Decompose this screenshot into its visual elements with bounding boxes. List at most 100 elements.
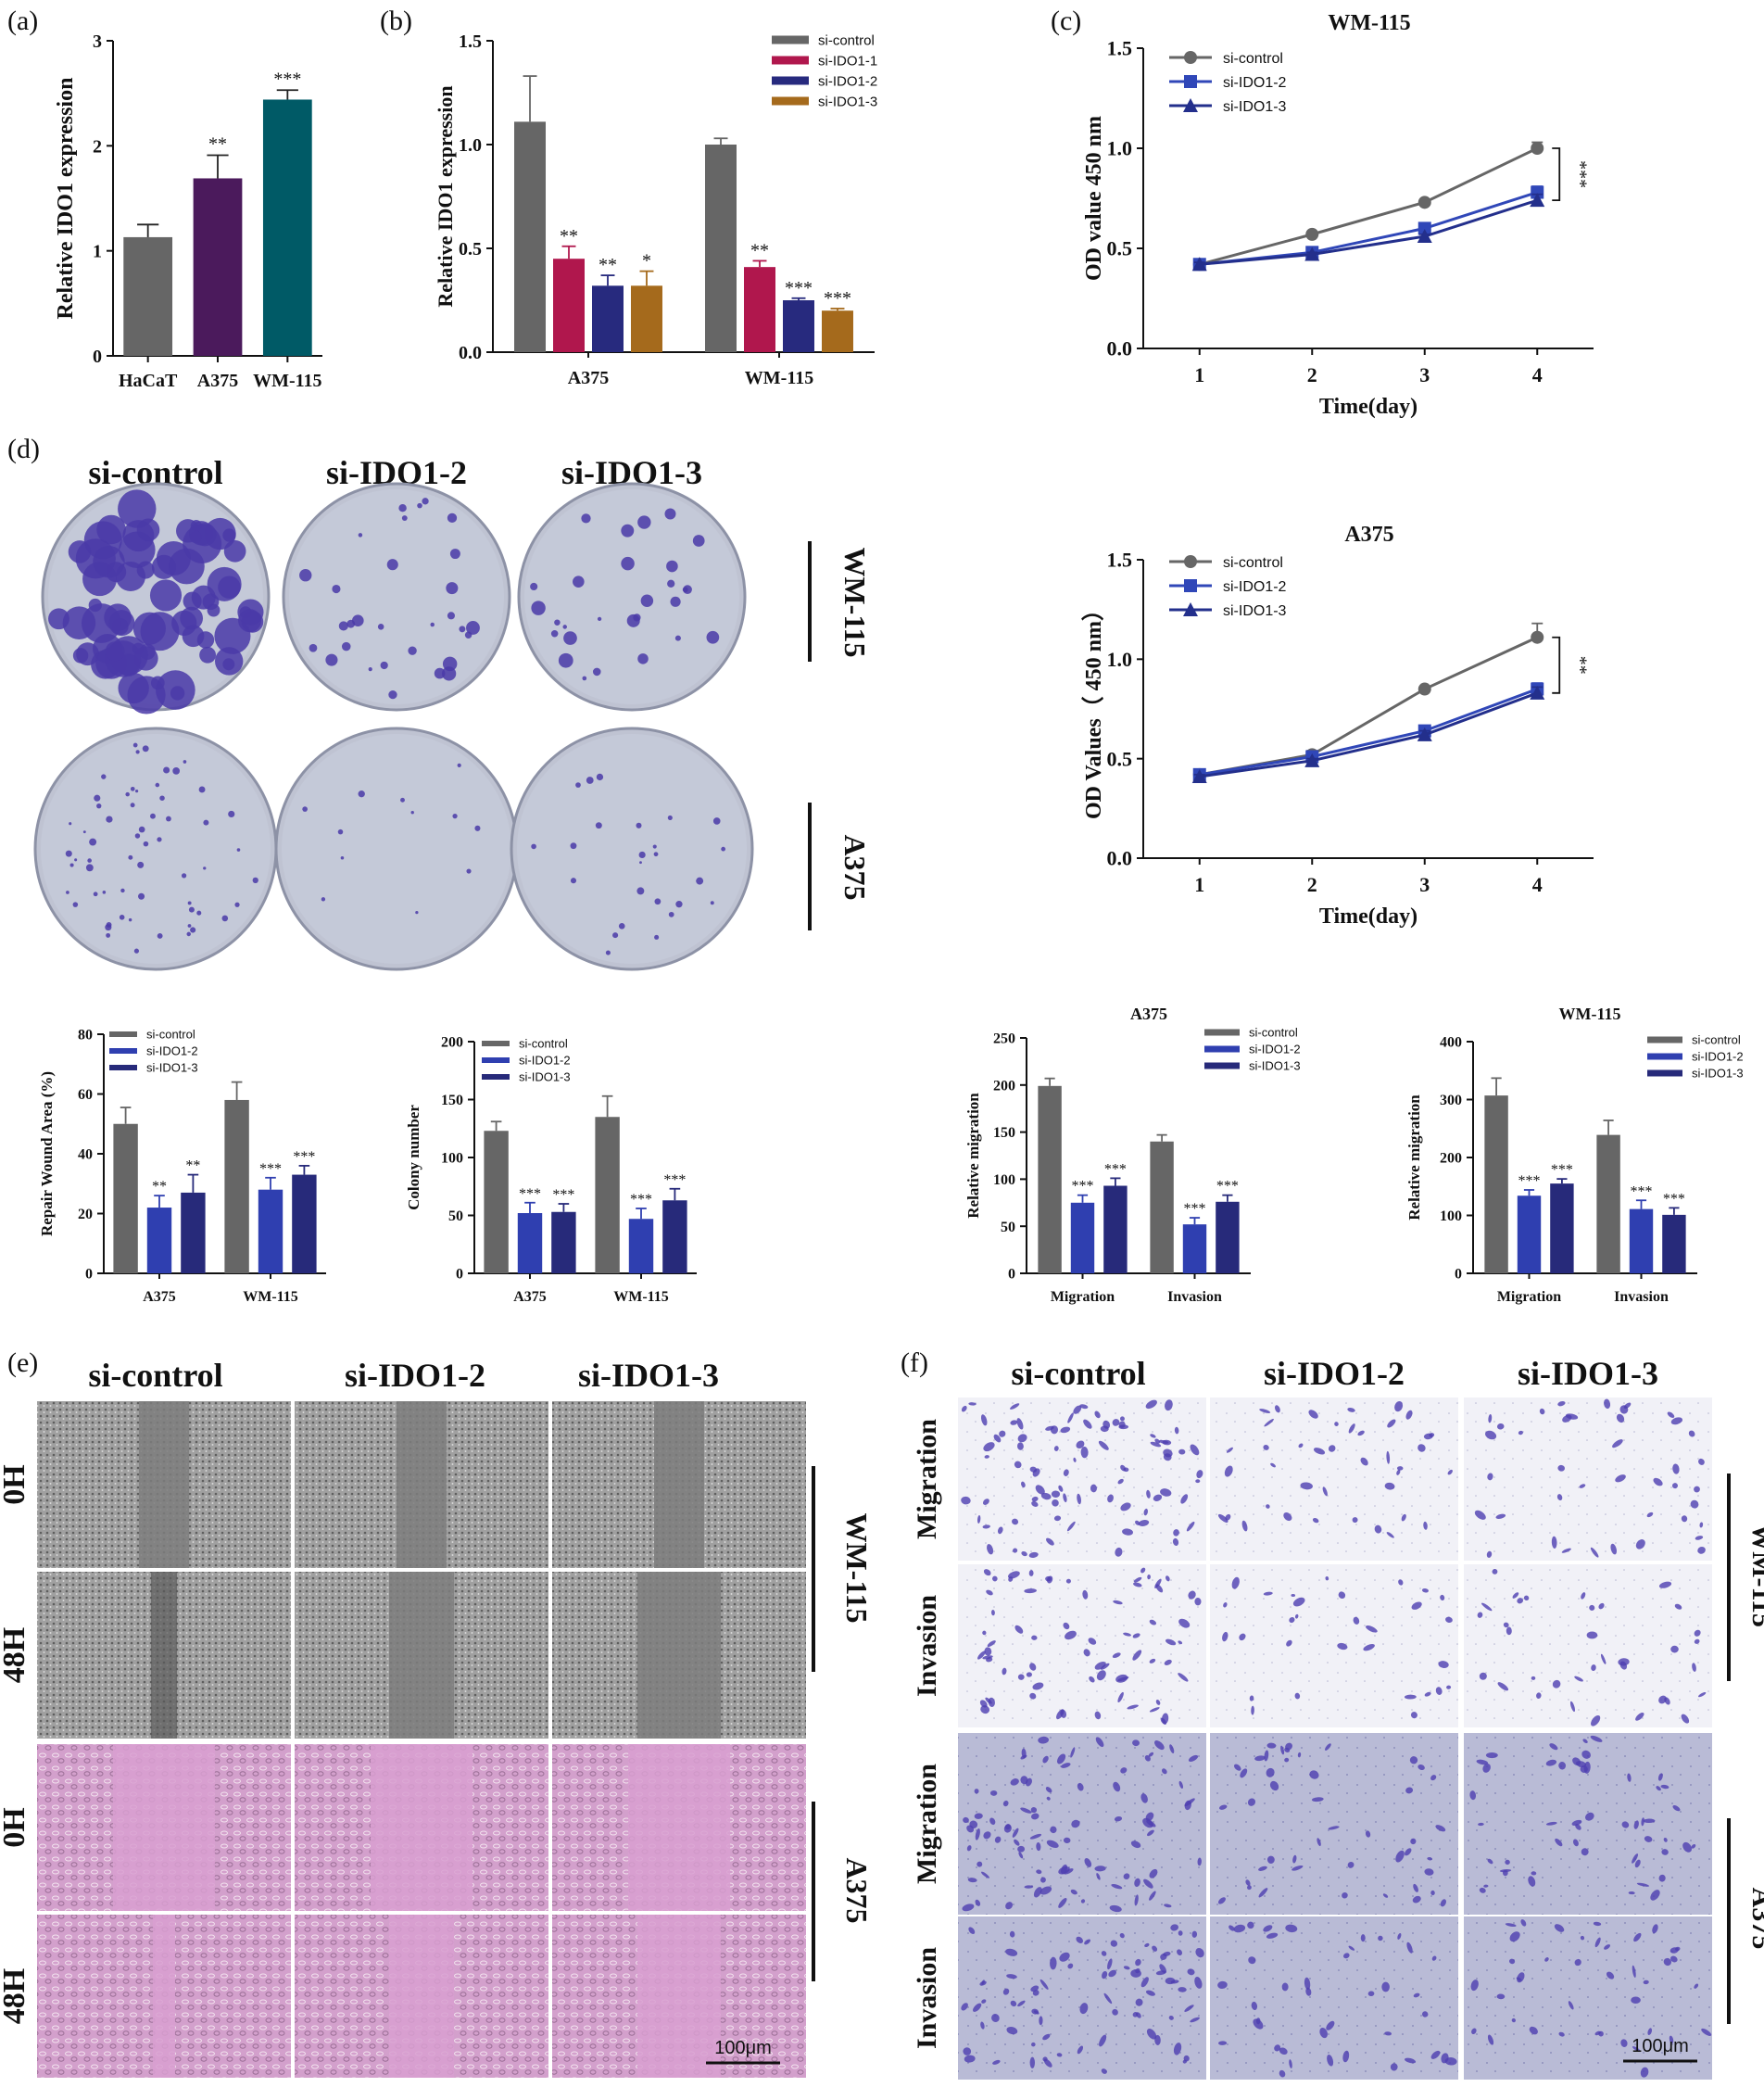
stained-cell <box>1487 2034 1494 2045</box>
stained-cell <box>1343 1953 1350 1959</box>
stained-cell <box>1070 1747 1076 1758</box>
stained-cell <box>1146 1489 1151 1499</box>
colony <box>563 631 577 645</box>
b-legend-swatch-si-control <box>772 35 809 44</box>
stained-cell <box>1695 1536 1704 1540</box>
f-column-label-si-IDO1-3: si-IDO1-3 <box>1518 1355 1658 1392</box>
chart-c1: 0.0 0.5 1.0 1.5 OD value 450 nm 1 2 3 4 Time(day)… <box>1082 11 1594 419</box>
stained-cell <box>1574 1676 1583 1682</box>
stained-cell <box>1471 2028 1477 2035</box>
stained-cell <box>1045 1787 1052 1793</box>
stained-cell <box>1675 1946 1681 1952</box>
colony <box>127 676 166 715</box>
c1-significance-bracket <box>1552 147 1561 202</box>
stained-cell <box>1289 1616 1295 1624</box>
colony <box>221 915 229 922</box>
stained-cell <box>1616 1413 1625 1423</box>
stained-cell <box>1429 1433 1435 1437</box>
stained-cell <box>1080 1899 1086 1904</box>
transwell-image-Migration-si-IDO1-2 <box>1210 1398 1458 1561</box>
stained-cell <box>1691 1844 1696 1849</box>
stained-cell <box>1606 1971 1615 1979</box>
stained-cell <box>1119 1416 1125 1422</box>
stained-cell <box>1536 1692 1542 1699</box>
c1-title: WM-115 <box>1328 11 1410 35</box>
stained-cell <box>1405 1410 1413 1420</box>
colony <box>74 858 78 862</box>
w-bar-A375-si-control <box>113 1123 138 1273</box>
colony <box>447 612 455 620</box>
stained-cell <box>961 1496 971 1505</box>
stained-cell <box>1483 1884 1489 1888</box>
stained-cell <box>1552 1679 1561 1689</box>
stained-cell <box>1551 1536 1557 1549</box>
transwell-image-Invasion-si-control <box>958 1916 1206 2080</box>
c1-point-si-control-2 <box>1418 196 1431 209</box>
colony <box>218 576 241 599</box>
stained-cell <box>1101 2068 1107 2074</box>
c2-xlabel: Time(day) <box>1319 904 1418 929</box>
stained-cell <box>1108 1969 1116 1978</box>
colony <box>88 598 102 613</box>
col-legend-swatch-si-IDO1-2 <box>482 1057 510 1063</box>
c1-ytick-label-2: 1.0 <box>1107 137 1133 160</box>
chart-c2: 0.0 0.5 1.0 1.5 OD Values（ 450 nm） 1 2 3 4 Time(d… <box>1081 523 1594 929</box>
stained-cell <box>1632 1853 1639 1864</box>
stained-cell <box>1485 1752 1498 1759</box>
stained-cell <box>1132 1650 1142 1661</box>
colony <box>138 892 145 900</box>
colony <box>94 794 101 802</box>
stained-cell <box>1409 1756 1418 1764</box>
stained-cell <box>989 1790 998 1796</box>
colony <box>346 619 356 628</box>
stained-cell <box>1014 1625 1024 1634</box>
stained-cell <box>1109 1904 1122 1913</box>
stained-cell <box>1002 1800 1009 1807</box>
a-ytick-label-0: 0 <box>93 347 102 367</box>
a-xtick-label-A375: A375 <box>197 371 238 391</box>
m2-legend-label-si-IDO1-2: si-IDO1-2 <box>1692 1050 1744 1064</box>
colony <box>187 924 192 928</box>
stained-cell <box>1094 1661 1106 1670</box>
stained-cell <box>1634 1859 1641 1868</box>
stained-cell <box>1381 1981 1390 1992</box>
colony <box>388 689 397 700</box>
stained-cell <box>1162 1768 1167 1775</box>
stained-cell <box>1123 1632 1131 1637</box>
colony <box>636 887 645 895</box>
c1-legend-label-si-control: si-control <box>1223 51 1283 67</box>
stained-cell <box>1698 1458 1705 1465</box>
b-ytick-label-1: 0.5 <box>459 239 482 259</box>
colony <box>706 630 720 644</box>
m1-annotation-Migration-si-IDO1-2: *** <box>1072 1179 1094 1195</box>
stained-cell <box>1133 1582 1142 1587</box>
stained-cell <box>1661 1849 1669 1855</box>
stained-cell <box>1495 1513 1506 1519</box>
stained-cell <box>1094 1711 1102 1720</box>
stained-cell <box>1029 1692 1037 1700</box>
transwell-membrane <box>1464 1916 1712 2080</box>
colony <box>573 576 585 588</box>
transwell-membrane <box>1464 1398 1712 1561</box>
stained-cell <box>1263 1925 1273 1932</box>
stained-cell <box>1292 1854 1297 1864</box>
stained-cell <box>1032 1682 1044 1690</box>
colony <box>65 850 72 857</box>
stained-cell <box>1413 1883 1418 1892</box>
stained-cell <box>983 1831 991 1840</box>
stained-cell <box>1544 1957 1549 1962</box>
colony <box>151 554 177 579</box>
w-xtick-label-A375: A375 <box>143 1289 176 1305</box>
colony <box>558 652 573 668</box>
stained-cell <box>1021 1481 1026 1488</box>
colony <box>105 641 125 662</box>
stained-cell <box>1641 1817 1644 1827</box>
w-ytick-label-4: 80 <box>78 1028 93 1044</box>
stained-cell <box>1120 1502 1131 1511</box>
m2-bar-Invasion-si-control <box>1596 1134 1620 1273</box>
stained-cell <box>1635 1712 1644 1721</box>
c1-point-si-control-1 <box>1305 227 1319 241</box>
stained-cell <box>1178 1448 1186 1455</box>
m2-bar-Migration-si-control <box>1484 1095 1508 1273</box>
